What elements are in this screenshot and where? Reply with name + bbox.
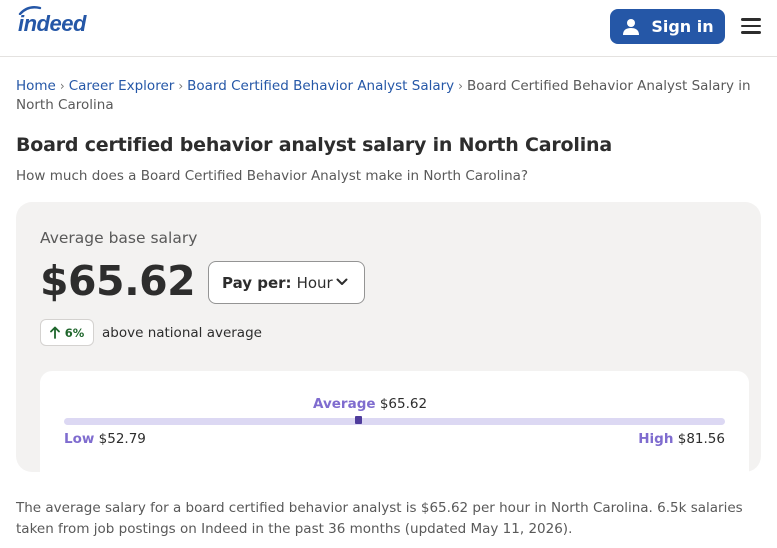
page-subtitle: How much does a Board Certified Behavior… — [16, 168, 529, 184]
chevron-down-icon — [336, 278, 348, 285]
range-average-value: $65.62 — [379, 396, 428, 412]
logo-arc-icon — [18, 6, 42, 15]
range-high-value: $81.56 — [677, 431, 725, 447]
range-high: High $81.56 — [638, 431, 725, 447]
range-low-title: Low — [64, 431, 95, 447]
average-marker — [355, 416, 363, 424]
change-value: 6% — [64, 325, 85, 340]
indeed-logo[interactable]: indeed — [18, 6, 86, 37]
user-icon — [623, 18, 640, 35]
sign-in-button[interactable]: Sign in — [610, 9, 725, 44]
range-average-title: Average — [313, 396, 376, 412]
salary-range-panel: Average $65.62 Low $52.79 High $81.56 — [40, 371, 749, 472]
chevron-right-icon: › — [59, 79, 65, 93]
breadcrumb-current: Board Certified Behavior Analyst Salary … — [16, 78, 751, 113]
pay-per-label: Pay per: — [222, 273, 292, 292]
breadcrumb-salary[interactable]: Board Certified Behavior Analyst Salary — [187, 78, 455, 94]
salary-range-bar — [64, 416, 725, 425]
average-salary-label: Average base salary — [40, 229, 198, 247]
page-title: Board certified behavior analyst salary … — [16, 134, 612, 156]
change-badge: 6% — [40, 319, 94, 346]
average-salary-value: $65.62 — [40, 257, 196, 305]
range-low-value: $52.79 — [98, 431, 146, 447]
range-low: Low $52.79 — [64, 431, 146, 447]
hamburger-menu-icon[interactable] — [738, 14, 764, 38]
breadcrumb: Home › Career Explorer › Board Certified Beh… — [16, 77, 761, 115]
sign-in-label: Sign in — [651, 17, 714, 36]
change-text: above national average — [102, 325, 262, 341]
range-high-title: High — [638, 431, 674, 447]
logo-text: indeed — [18, 11, 86, 36]
range-average-label: Average $65.62 — [313, 396, 427, 412]
salary-card: Average base salary $65.62 Pay per: Hour… — [16, 202, 761, 472]
breadcrumb-home[interactable]: Home — [16, 78, 56, 94]
pay-per-dropdown[interactable]: Pay per: Hour — [208, 261, 365, 304]
pay-per-value: Hour — [296, 273, 333, 292]
chevron-right-icon: › — [458, 79, 463, 93]
salary-summary: The average salary for a board certified… — [16, 500, 743, 537]
chevron-right-icon: › — [178, 79, 184, 93]
arrow-up-icon — [49, 326, 60, 339]
site-header: indeed Sign in — [0, 0, 777, 57]
breadcrumb-career-explorer[interactable]: Career Explorer — [68, 78, 175, 94]
